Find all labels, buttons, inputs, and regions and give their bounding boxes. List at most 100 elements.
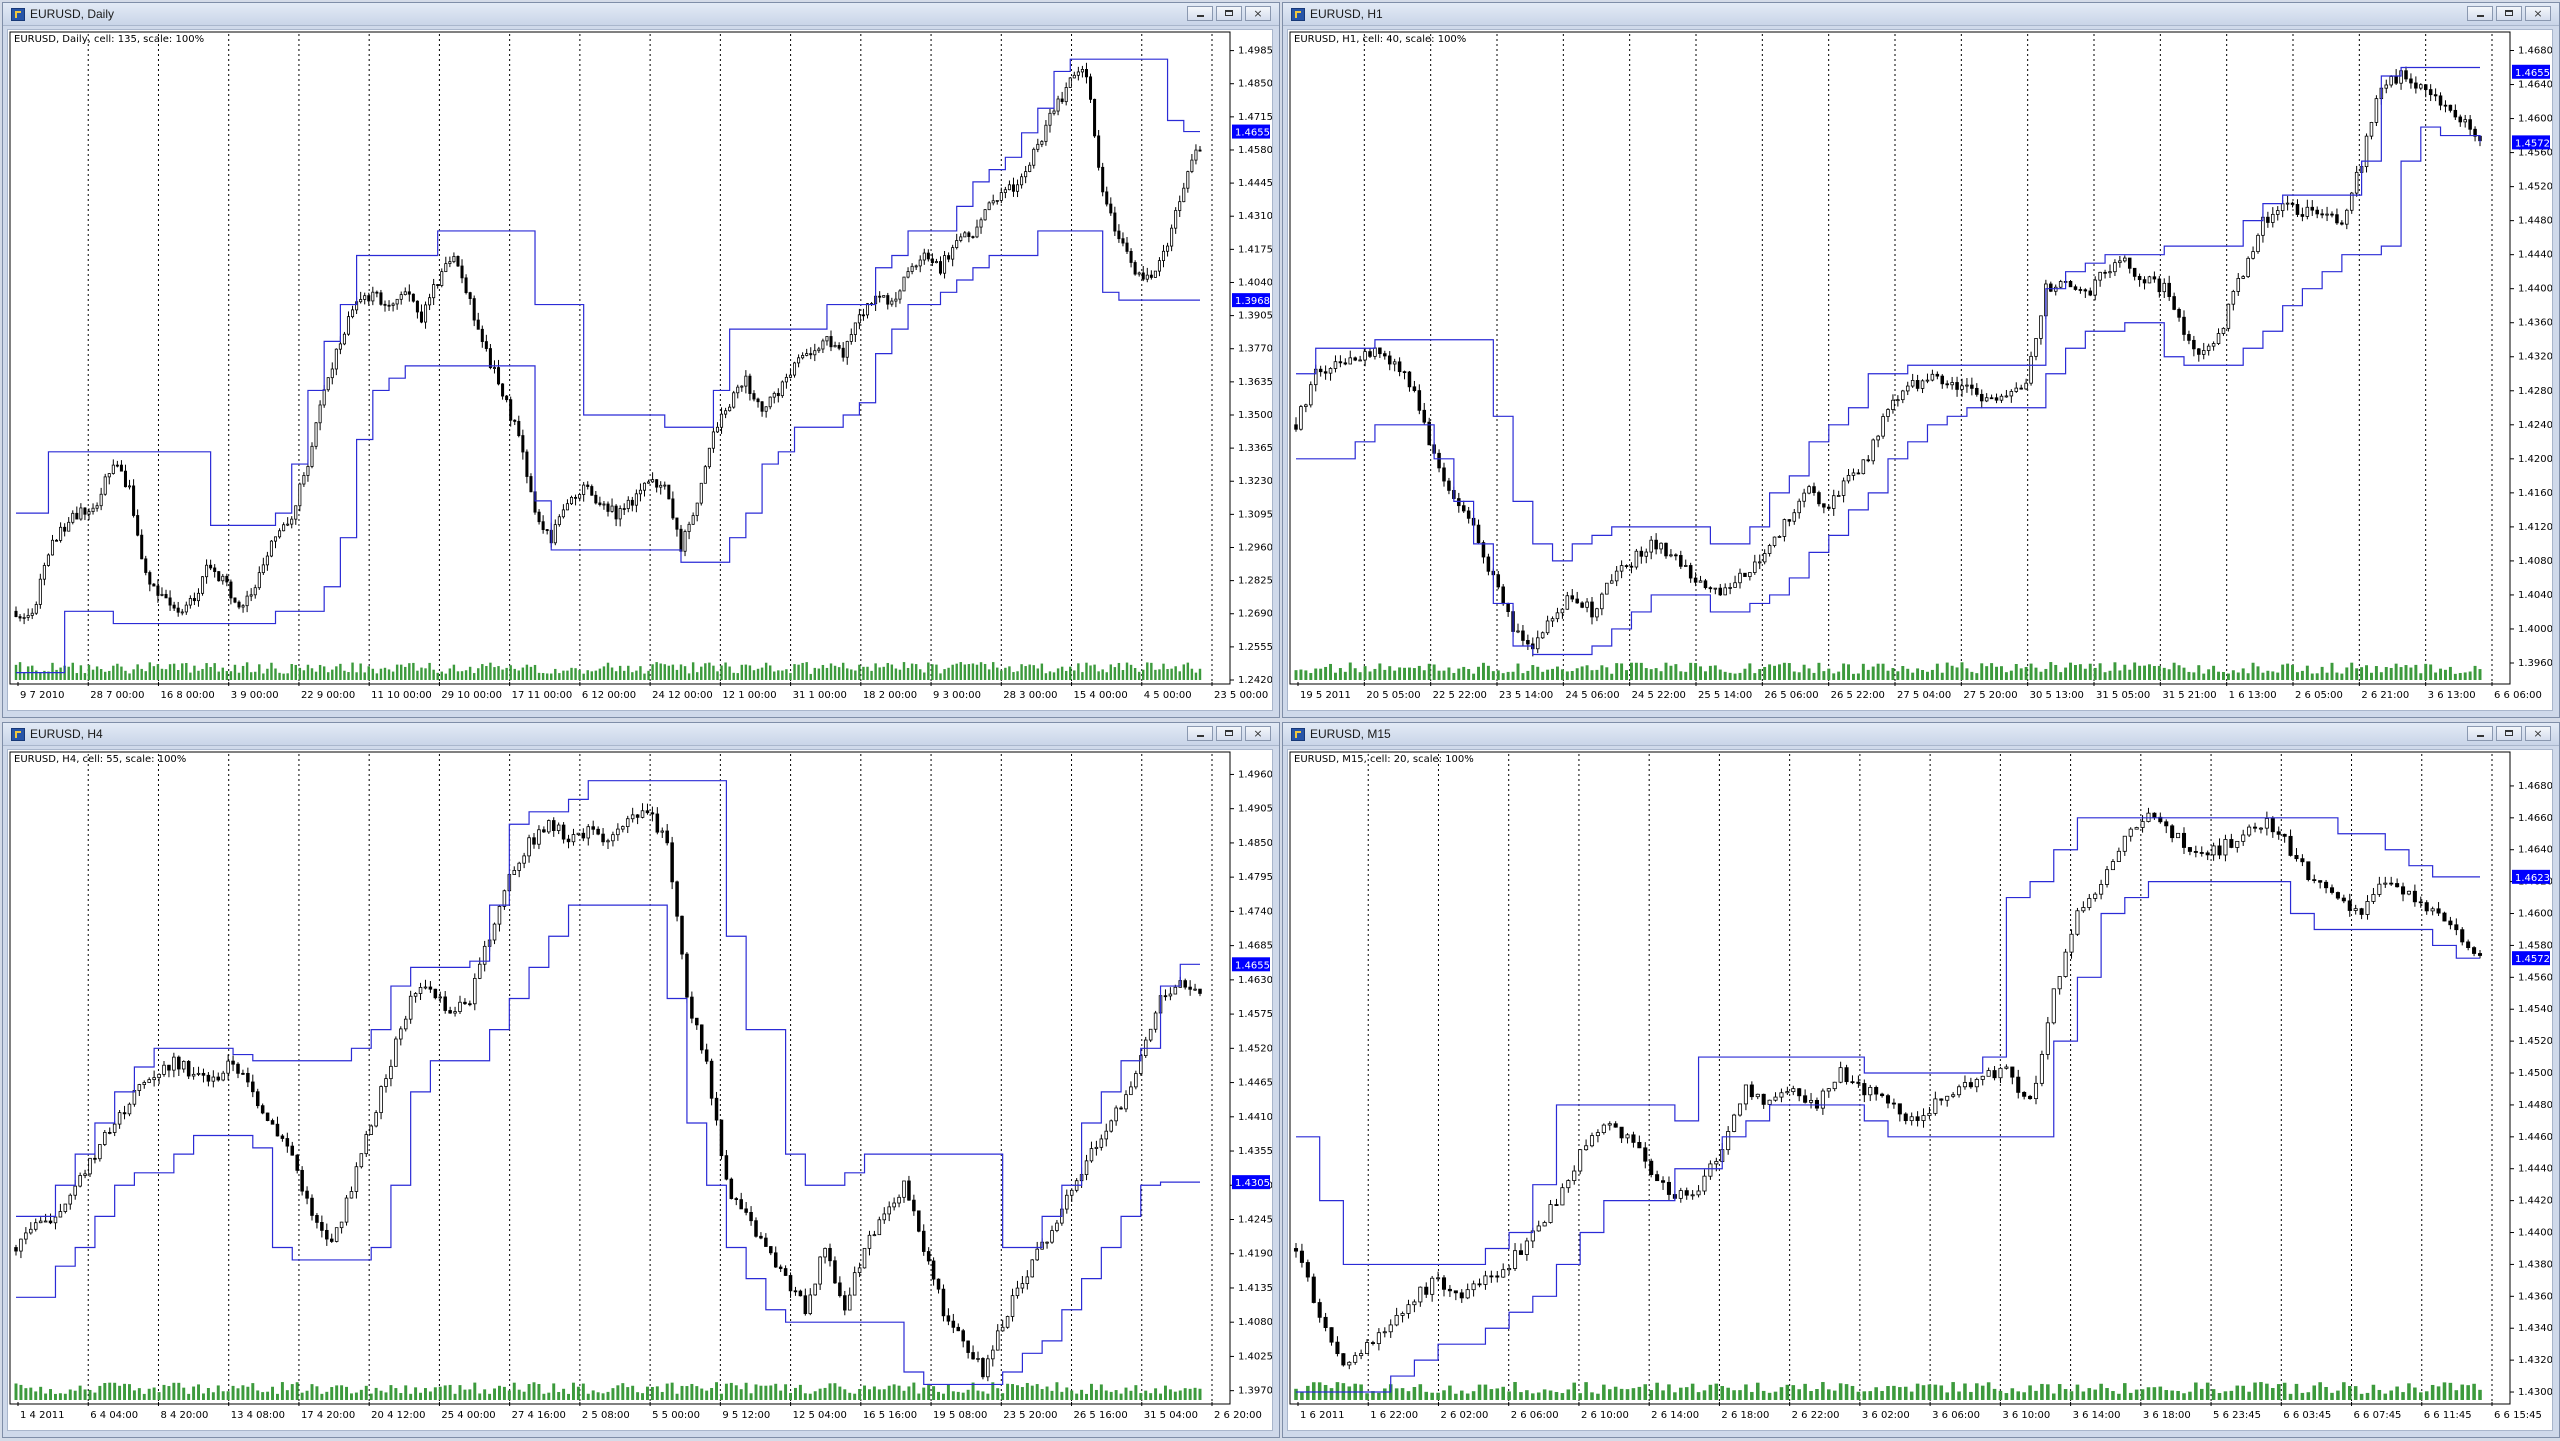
candle-body [342, 333, 346, 345]
candle-body [413, 993, 418, 997]
candle-body [1358, 359, 1362, 362]
candle-body [389, 1065, 393, 1080]
candle-body [1844, 1067, 1849, 1083]
restore-button[interactable] [2496, 6, 2522, 21]
candle-body [384, 1078, 388, 1087]
candle-body [452, 256, 456, 263]
chart-window-m15[interactable]: EURUSD, M15 × EURUSD, M15, cell: 20, sca… [1282, 722, 2560, 1438]
candle-body [1674, 554, 1678, 557]
candle-body [999, 192, 1003, 201]
candle-body [1550, 618, 1555, 622]
window-titlebar[interactable]: EURUSD, M15 × [1283, 723, 2559, 746]
candle-body [53, 1216, 58, 1224]
candle-body [2164, 821, 2169, 827]
candle-body [1427, 421, 1431, 446]
candle-body [1392, 361, 1397, 365]
candle-body [724, 1155, 729, 1180]
y-tick-label: 1.4960 [1238, 769, 1272, 780]
candle-body [931, 1260, 936, 1280]
candle-body [1915, 380, 1920, 389]
window-titlebar[interactable]: EURUSD, Daily × [3, 3, 1279, 26]
candle-body [1761, 1093, 1766, 1105]
chart-window-h1[interactable]: EURUSD, H1 × EURUSD, H1, cell: 40, scale… [1282, 2, 2560, 718]
candle-body [1613, 1123, 1618, 1128]
candle-body [216, 1076, 221, 1081]
price-chart[interactable]: EURUSD, Daily, cell: 135, scale: 100% 1.4… [7, 29, 1273, 711]
candle-body [394, 1038, 398, 1067]
price-chart[interactable]: EURUSD, H4, cell: 55, scale: 100% 1.4960 1… [7, 749, 1273, 1431]
candle-body [2295, 204, 2300, 215]
close-button[interactable]: × [1245, 726, 1271, 741]
candle-body [699, 482, 703, 504]
restore-button[interactable] [1216, 726, 1242, 741]
candle-body [1036, 143, 1040, 150]
candle-body [1048, 112, 1052, 126]
window-titlebar[interactable]: EURUSD, H1 × [1283, 3, 2559, 26]
candle-body [768, 396, 772, 408]
minimize-button[interactable] [1187, 726, 1213, 741]
candle-body [2288, 835, 2293, 856]
app-icon [1291, 8, 1305, 21]
candle-body [1655, 1174, 1660, 1182]
x-tick-label: 9 7 2010 [20, 690, 65, 701]
candle-body [1803, 1095, 1808, 1103]
price-label-box [1232, 124, 1270, 139]
x-tick-label: 27 5 04:00 [1897, 690, 1951, 701]
candle-body [1178, 201, 1182, 211]
candle-body [492, 923, 497, 941]
candle-body [2436, 908, 2441, 914]
candle-body [2285, 202, 2290, 205]
window-titlebar[interactable]: EURUSD, H4 × [3, 723, 1279, 746]
y-tick-label: 1.4445 [1238, 178, 1272, 189]
candle-body [433, 988, 438, 999]
candle-body [2170, 825, 2175, 839]
candle-body [803, 1295, 808, 1315]
price-chart[interactable]: EURUSD, H1, cell: 40, scale: 100% 1.4680 1… [1287, 29, 2553, 711]
candle-body [2028, 1095, 2033, 1100]
y-tick-label: 1.4320 [2518, 352, 2552, 363]
candle-body [217, 571, 221, 582]
minimize-button[interactable] [2467, 6, 2493, 21]
y-tick-label: 1.4440 [2518, 1164, 2552, 1175]
close-button[interactable]: × [2525, 726, 2551, 741]
candle-body [1570, 595, 1575, 600]
candle-body [1565, 595, 1570, 610]
close-button[interactable]: × [1245, 6, 1271, 21]
candle-body [26, 615, 30, 618]
candle-body [1471, 1283, 1476, 1291]
candle-body [2442, 912, 2447, 922]
candle-body [1939, 1098, 1944, 1101]
candle-body [188, 598, 192, 606]
candle-body [2024, 382, 2028, 390]
x-tick-label: 16 5 16:00 [863, 1410, 917, 1421]
minimize-button[interactable] [1187, 6, 1213, 21]
chart-window-h4[interactable]: EURUSD, H4 × EURUSD, H4, cell: 55, scale… [2, 722, 1280, 1438]
candle-body [330, 368, 334, 379]
close-button[interactable]: × [2525, 6, 2551, 21]
candle-body [1129, 250, 1133, 263]
candle-body [857, 1267, 862, 1274]
candle-body [137, 1084, 142, 1091]
chart-window-daily[interactable]: EURUSD, Daily × EURUSD, Daily, cell: 135… [2, 2, 1280, 718]
minimize-button[interactable] [2467, 726, 2493, 741]
candle-body [1368, 351, 1372, 357]
candle-body [1703, 580, 1708, 589]
candle-body [1683, 565, 1688, 567]
candle-body [1436, 1277, 1441, 1280]
candle-body [739, 1199, 743, 1210]
candle-body [436, 284, 440, 286]
candle-body [805, 353, 809, 356]
candle-body [310, 1197, 314, 1216]
restore-button[interactable] [2496, 726, 2522, 741]
candle-body [586, 826, 591, 839]
candle-body [201, 576, 205, 594]
price-chart[interactable]: EURUSD, M15, cell: 20, scale: 100% 1.4680… [1287, 749, 2553, 1431]
candle-body [1305, 1262, 1310, 1278]
candle-body [1526, 640, 1530, 645]
x-tick-label: 28 3 00:00 [1003, 690, 1057, 701]
candle-body [344, 1197, 349, 1223]
candle-body [371, 291, 375, 302]
y-tick-label: 1.2555 [1238, 642, 1272, 653]
restore-button[interactable] [1216, 6, 1242, 21]
candle-body [2127, 257, 2132, 269]
